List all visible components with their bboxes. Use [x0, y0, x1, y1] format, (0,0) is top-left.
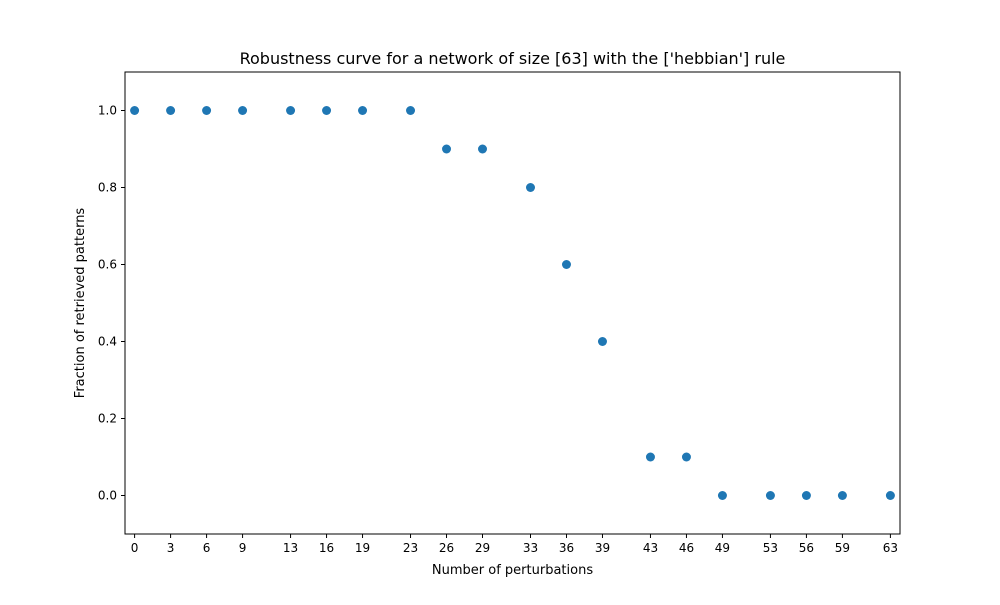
y-tick-label: 0.2 [98, 412, 117, 426]
x-tick-label: 26 [439, 541, 454, 555]
data-point [286, 106, 296, 115]
data-point [765, 491, 775, 500]
chart-title: Robustness curve for a network of size [… [240, 49, 786, 68]
data-point [801, 491, 811, 500]
data-point [238, 106, 248, 115]
x-axis-label: Number of perturbations [432, 563, 593, 578]
x-tick-label: 0 [131, 541, 139, 555]
data-point [130, 106, 140, 115]
data-point [358, 106, 368, 115]
data-points [130, 106, 895, 500]
data-point [166, 106, 176, 115]
x-tick-label: 46 [679, 541, 694, 555]
data-point [561, 260, 571, 269]
x-tick-label: 43 [643, 541, 658, 555]
plot-area [124, 71, 901, 535]
x-tick-label: 29 [475, 541, 490, 555]
x-tick-label: 56 [799, 541, 814, 555]
data-point [202, 106, 212, 115]
x-tick-label: 9 [239, 541, 247, 555]
x-tick-label: 59 [835, 541, 850, 555]
data-point [322, 106, 332, 115]
x-tick-label: 53 [763, 541, 778, 555]
x-axis: 0 3 6 9 13 16 19 23 26 29 33 36 39 43 46 49 53 56 59 63 [131, 534, 898, 555]
y-tick-label: 0.6 [98, 258, 117, 272]
y-axis: 0.0 0.2 0.4 0.6 0.8 1.0 [98, 104, 125, 503]
data-point [478, 144, 488, 154]
x-tick-label: 49 [715, 541, 730, 555]
data-point [525, 183, 535, 192]
x-tick-label: 6 [203, 541, 211, 555]
data-point [442, 144, 452, 154]
data-point [597, 337, 607, 346]
data-point [885, 491, 895, 500]
x-tick-label: 19 [355, 541, 370, 555]
y-axis-label: Fraction of retrieved patterns [73, 208, 88, 399]
data-point [837, 491, 847, 500]
x-tick-label: 13 [283, 541, 298, 555]
y-tick-label: 0.8 [98, 181, 117, 195]
plot-frame [124, 71, 901, 535]
x-tick-label: 39 [595, 541, 610, 555]
y-tick-label: 0.0 [98, 489, 117, 503]
x-tick-label: 16 [319, 541, 334, 555]
x-tick-label: 36 [559, 541, 574, 555]
x-tick-label: 63 [883, 541, 898, 555]
data-point [645, 452, 655, 462]
x-tick-label: 3 [167, 541, 175, 555]
y-tick-label: 0.4 [98, 335, 117, 349]
y-tick-label: 1.0 [98, 104, 117, 118]
data-point [681, 452, 691, 462]
data-point [717, 491, 727, 500]
data-point [406, 106, 416, 115]
x-tick-label: 33 [523, 541, 538, 555]
x-tick-label: 23 [403, 541, 418, 555]
